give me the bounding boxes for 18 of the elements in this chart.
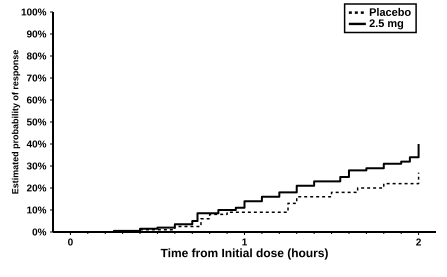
x-tick-label: 0 bbox=[68, 238, 73, 246]
y-tick-label: 90% bbox=[26, 30, 46, 38]
legend-label: 2.5 mg bbox=[369, 19, 404, 30]
y-tick-label: 20% bbox=[26, 184, 46, 192]
y-axis-title: Estimated probability of response bbox=[12, 50, 20, 194]
y-tick-label: 50% bbox=[26, 118, 46, 126]
y-tick-label: 70% bbox=[26, 74, 46, 82]
x-tick-label: 2 bbox=[416, 238, 421, 246]
y-tick-label: 80% bbox=[26, 52, 46, 60]
x-axis-title: Time from Initial dose (hours) bbox=[160, 248, 328, 260]
y-tick-label: 30% bbox=[26, 162, 46, 170]
y-tick-label: 60% bbox=[26, 96, 46, 104]
legend-label: Placebo bbox=[370, 8, 411, 16]
y-tick-label: 0% bbox=[32, 228, 46, 236]
y-tick-label: 100% bbox=[22, 8, 46, 16]
y-tick-label: 10% bbox=[27, 206, 46, 214]
y-tick-label: 40% bbox=[26, 140, 46, 148]
x-tick-label: 1 bbox=[242, 238, 247, 246]
